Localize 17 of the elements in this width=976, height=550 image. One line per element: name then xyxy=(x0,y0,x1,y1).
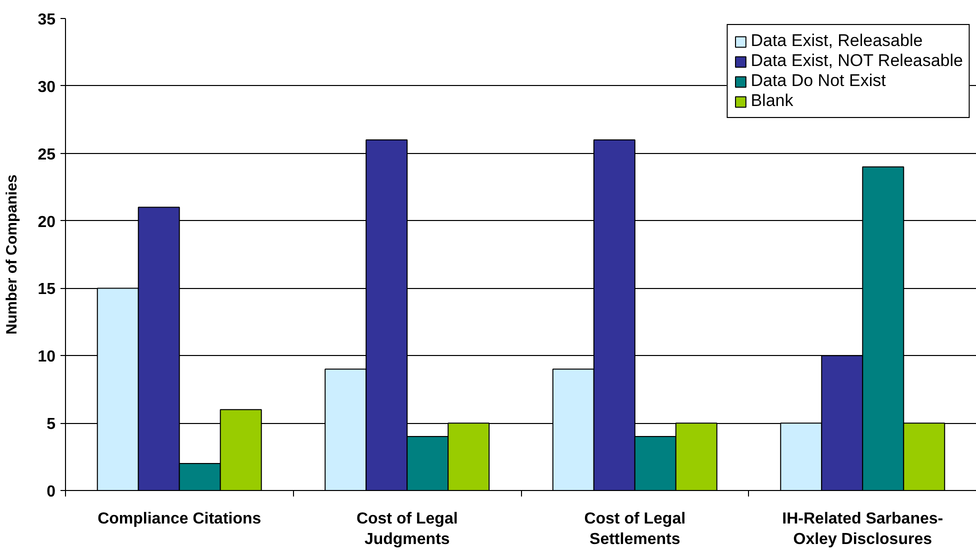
y-tick-label: 5 xyxy=(46,416,56,434)
legend-label: Data Do Not Exist xyxy=(750,71,886,91)
y-tick-label: 30 xyxy=(38,78,56,96)
y-tick-label: 25 xyxy=(38,146,56,164)
x-tick-label: Compliance Citations xyxy=(98,510,262,528)
x-tick-label: Cost of Legal Settlements xyxy=(584,510,686,548)
legend-label: Data Exist, NOT Releasable xyxy=(750,51,963,71)
x-tick-label: Cost of Legal Judgments xyxy=(356,510,458,548)
legend-label: Blank xyxy=(750,91,794,111)
y-tick-label: 35 xyxy=(38,12,56,28)
legend-label: Data Exist, Releasable xyxy=(750,31,923,51)
y-tick-label: 15 xyxy=(38,281,56,298)
x-tick-label: IH-Related Sarbanes-Oxley Disclosures xyxy=(782,510,944,548)
y-axis-title: Number of Companies xyxy=(4,174,21,335)
y-tick-label: 0 xyxy=(46,484,56,500)
y-tick-label: 10 xyxy=(38,348,56,366)
y-tick-label: 20 xyxy=(38,214,56,231)
